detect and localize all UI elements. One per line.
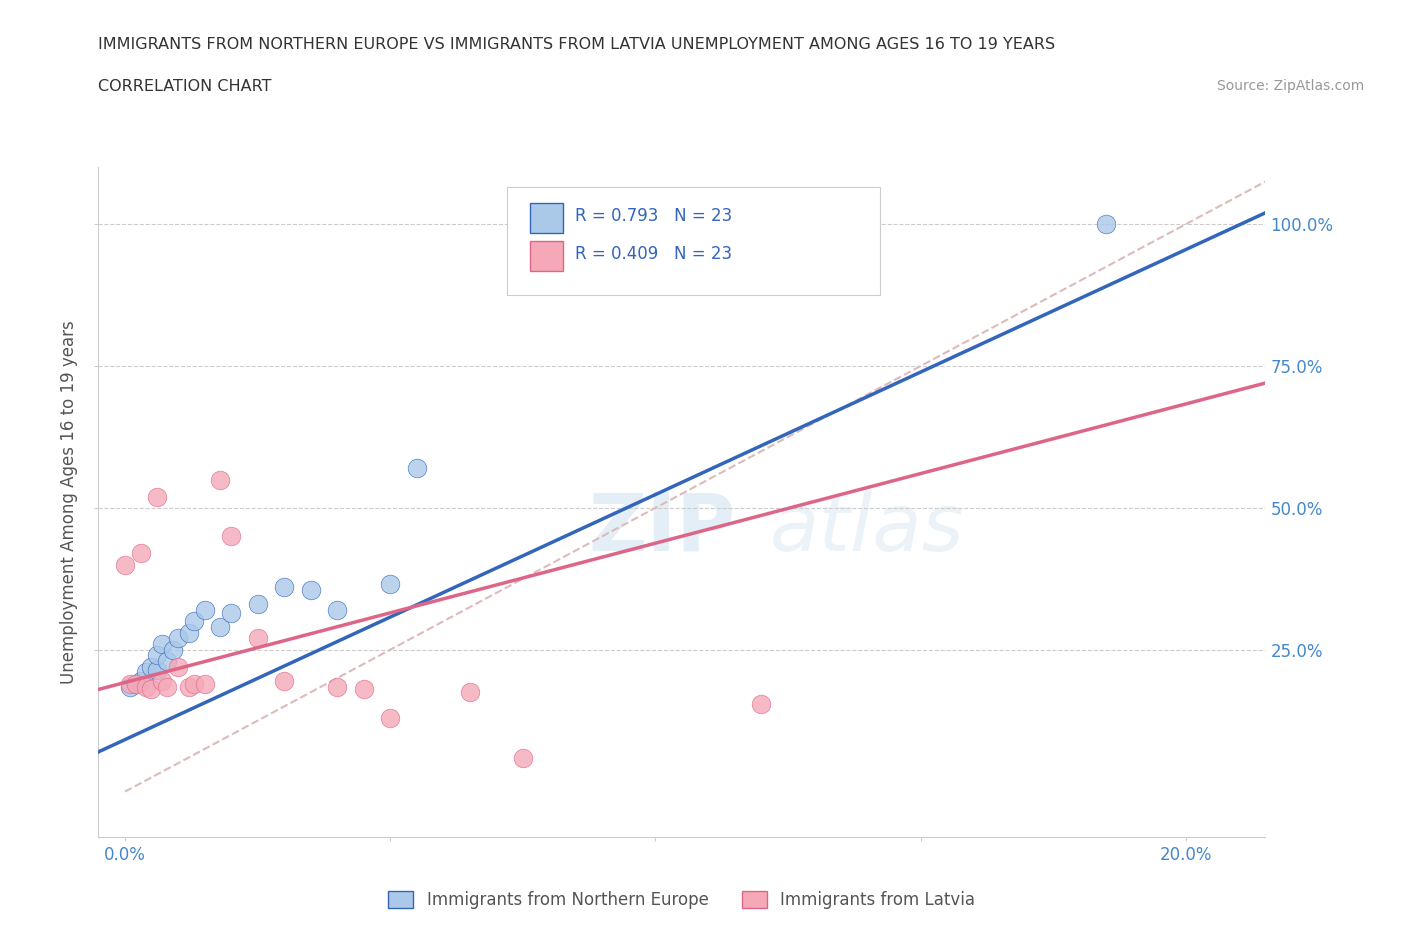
Point: [273, 673, 295, 688]
Point: [135, 665, 157, 680]
Text: R = 0.409   N = 23: R = 0.409 N = 23: [575, 246, 731, 263]
Point: [1095, 217, 1118, 232]
Text: R = 0.793   N = 23: R = 0.793 N = 23: [575, 206, 731, 225]
Point: [124, 676, 146, 691]
Point: [167, 631, 190, 645]
Point: [141, 682, 163, 697]
Point: [146, 662, 169, 677]
Point: [167, 659, 190, 674]
Point: [162, 643, 184, 658]
Point: [299, 583, 322, 598]
Point: [193, 603, 215, 618]
FancyBboxPatch shape: [506, 188, 880, 295]
Point: [751, 697, 773, 711]
Point: [150, 637, 173, 652]
Point: [177, 679, 200, 694]
Point: [219, 529, 242, 544]
Point: [120, 676, 142, 691]
Point: [219, 605, 242, 620]
Point: [146, 489, 169, 504]
Point: [512, 751, 534, 765]
Point: [124, 676, 146, 691]
Text: IMMIGRANTS FROM NORTHERN EUROPE VS IMMIGRANTS FROM LATVIA UNEMPLOYMENT AMONG AGE: IMMIGRANTS FROM NORTHERN EUROPE VS IMMIG…: [98, 37, 1056, 52]
Text: CORRELATION CHART: CORRELATION CHART: [98, 79, 271, 94]
Point: [135, 679, 157, 694]
Point: [177, 625, 200, 640]
Point: [209, 472, 232, 487]
Point: [193, 676, 215, 691]
Bar: [530, 241, 562, 272]
Point: [156, 679, 179, 694]
Point: [183, 676, 205, 691]
Point: [273, 580, 295, 595]
Point: [150, 673, 173, 688]
Point: [458, 684, 481, 699]
Bar: [530, 203, 562, 233]
Point: [120, 679, 142, 694]
Point: [146, 648, 169, 663]
Point: [209, 619, 232, 634]
Point: [129, 673, 152, 688]
Point: [378, 577, 402, 591]
Y-axis label: Unemployment Among Ages 16 to 19 years: Unemployment Among Ages 16 to 19 years: [60, 320, 79, 684]
Text: ZIP: ZIP: [589, 490, 735, 568]
Point: [378, 711, 402, 725]
Point: [326, 603, 349, 618]
Legend: Immigrants from Northern Europe, Immigrants from Latvia: Immigrants from Northern Europe, Immigra…: [382, 884, 981, 916]
Point: [353, 682, 375, 697]
Text: atlas: atlas: [769, 490, 965, 568]
Point: [326, 679, 349, 694]
Point: [405, 460, 427, 475]
Point: [183, 614, 205, 629]
Text: Source: ZipAtlas.com: Source: ZipAtlas.com: [1216, 79, 1364, 93]
Point: [141, 659, 163, 674]
Point: [114, 557, 136, 572]
Point: [246, 597, 269, 612]
Point: [129, 546, 152, 561]
Point: [246, 631, 269, 645]
Point: [156, 654, 179, 669]
